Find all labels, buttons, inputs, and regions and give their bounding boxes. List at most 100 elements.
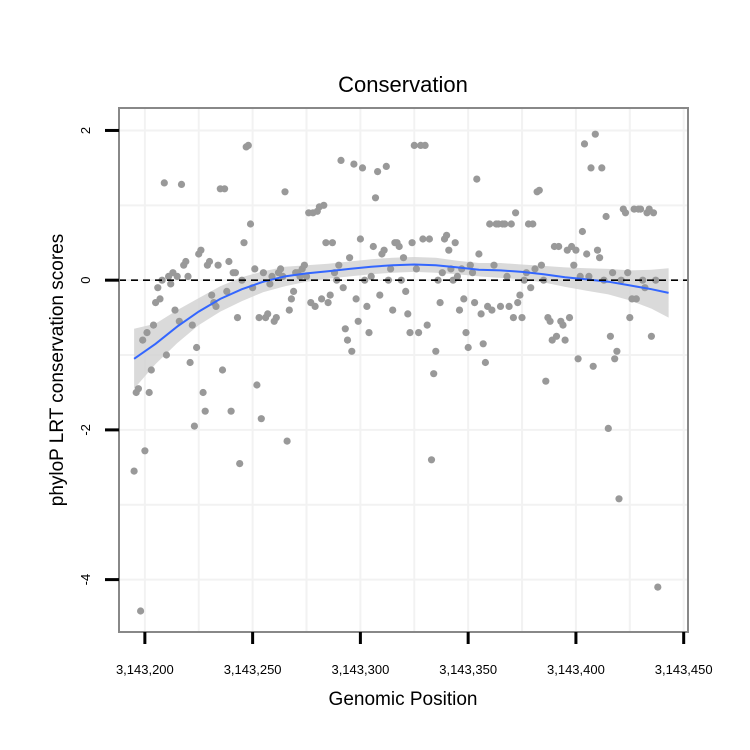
data-point bbox=[399, 254, 408, 262]
data-point bbox=[354, 317, 362, 325]
data-point bbox=[240, 239, 248, 247]
chart-title: Conservation bbox=[338, 72, 468, 97]
data-point bbox=[537, 261, 546, 269]
data-point bbox=[516, 291, 524, 299]
data-point bbox=[376, 291, 384, 299]
data-point bbox=[535, 186, 543, 194]
data-point bbox=[188, 321, 196, 329]
data-point bbox=[654, 583, 662, 591]
data-point bbox=[341, 325, 349, 333]
data-point bbox=[404, 310, 412, 318]
data-point bbox=[593, 246, 602, 254]
data-point bbox=[367, 272, 375, 280]
data-point bbox=[460, 295, 468, 303]
data-point bbox=[160, 179, 168, 187]
data-point bbox=[339, 284, 347, 292]
data-point bbox=[251, 265, 259, 273]
x-tick-label: 3,143,250 bbox=[224, 662, 282, 677]
data-point bbox=[580, 140, 589, 148]
data-point bbox=[451, 239, 459, 247]
points-layer bbox=[130, 130, 662, 615]
data-point bbox=[637, 205, 645, 213]
x-tick-label: 3,143,300 bbox=[331, 662, 389, 677]
data-point bbox=[473, 175, 481, 183]
data-point bbox=[149, 321, 158, 329]
data-point bbox=[300, 261, 308, 269]
data-point bbox=[236, 460, 244, 468]
data-point bbox=[272, 314, 280, 322]
data-point bbox=[626, 314, 634, 322]
data-point bbox=[285, 306, 293, 314]
data-point bbox=[322, 239, 330, 247]
data-point bbox=[505, 302, 513, 310]
data-point bbox=[246, 220, 255, 228]
data-point bbox=[542, 377, 550, 385]
data-point bbox=[445, 246, 453, 254]
data-point bbox=[496, 302, 505, 310]
data-point bbox=[130, 467, 138, 475]
panel-border bbox=[118, 107, 689, 633]
data-point bbox=[408, 239, 416, 247]
data-point bbox=[287, 295, 295, 303]
data-point bbox=[490, 261, 498, 269]
data-point bbox=[425, 235, 433, 243]
data-point bbox=[486, 220, 494, 228]
data-point bbox=[507, 220, 515, 228]
data-point bbox=[141, 447, 149, 455]
data-point bbox=[559, 321, 567, 329]
data-point bbox=[290, 287, 298, 295]
data-point bbox=[214, 261, 222, 269]
data-point bbox=[455, 306, 464, 314]
data-point bbox=[555, 242, 563, 251]
data-point bbox=[402, 287, 410, 295]
data-point bbox=[281, 188, 289, 196]
data-point bbox=[137, 607, 145, 615]
data-point bbox=[609, 269, 617, 277]
data-point bbox=[518, 314, 526, 322]
data-point bbox=[503, 272, 511, 280]
grid-lines bbox=[119, 108, 688, 632]
data-point bbox=[205, 257, 214, 266]
data-point bbox=[283, 437, 291, 445]
data-point bbox=[561, 336, 569, 344]
data-point bbox=[598, 164, 606, 172]
data-point bbox=[320, 201, 328, 209]
x-axis: 3,143,200 3,143,250 3,143,300 3,143,350 3,14… bbox=[116, 632, 713, 677]
data-point bbox=[350, 160, 358, 168]
data-point bbox=[606, 332, 615, 340]
x-axis-label: Genomic Position bbox=[329, 689, 478, 710]
y-tick-label: -2 bbox=[78, 424, 93, 436]
data-point bbox=[591, 130, 599, 138]
data-point bbox=[221, 185, 229, 193]
data-point bbox=[613, 347, 621, 355]
data-point bbox=[596, 254, 604, 262]
data-point bbox=[201, 407, 209, 415]
data-point bbox=[647, 332, 656, 340]
data-point bbox=[511, 209, 520, 217]
data-point bbox=[244, 141, 252, 149]
data-point bbox=[177, 180, 186, 188]
confidence-ribbon bbox=[134, 257, 669, 389]
data-point bbox=[632, 295, 640, 303]
data-point bbox=[145, 388, 153, 397]
data-point bbox=[158, 276, 166, 284]
data-point bbox=[488, 306, 496, 314]
data-point bbox=[453, 272, 461, 280]
y-axis: -4 -2 0 2 bbox=[78, 127, 119, 585]
data-point bbox=[624, 269, 632, 277]
data-point bbox=[182, 257, 190, 266]
data-point bbox=[462, 329, 470, 337]
data-point bbox=[382, 162, 390, 170]
data-point bbox=[328, 239, 336, 247]
data-point bbox=[266, 280, 274, 288]
smooth-line-layer bbox=[133, 263, 669, 360]
data-point bbox=[363, 302, 371, 310]
data-point bbox=[572, 246, 580, 254]
data-point bbox=[197, 246, 205, 254]
data-point bbox=[617, 276, 625, 284]
data-point bbox=[343, 336, 352, 344]
data-point bbox=[514, 299, 522, 307]
data-point bbox=[147, 366, 155, 374]
data-point bbox=[570, 261, 578, 269]
